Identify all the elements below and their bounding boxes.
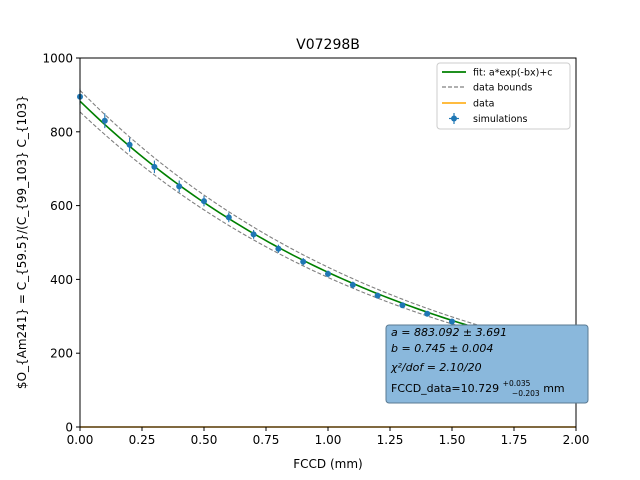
data-point	[300, 258, 307, 265]
x-tick-label: 1.75	[501, 433, 528, 447]
y-tick-label: 600	[50, 199, 73, 213]
x-axis-label: FCCD (mm)	[293, 457, 362, 471]
y-axis-ticks: 0 200 400 600 800 1000	[42, 52, 80, 435]
y-tick-label: 200	[50, 347, 73, 361]
annotation-a: a = 883.092 ± 3.691	[391, 326, 507, 339]
x-tick-label: 0.50	[191, 433, 218, 447]
data-point	[275, 245, 282, 252]
data-point	[225, 214, 232, 221]
y-tick-label: 400	[50, 273, 73, 287]
x-tick-label: 2.00	[563, 433, 590, 447]
legend-box	[436, 62, 571, 130]
lower-bound-line	[79, 111, 577, 357]
fit-annotation: a = 883.092 ± 3.691 b = 0.745 ± 0.004 χ²…	[385, 324, 589, 404]
data-point	[101, 117, 108, 124]
annotation-fccd-unit: mm	[543, 382, 564, 395]
legend-fit-label: fit: a*exp(-bx)+c	[473, 68, 553, 79]
y-tick-label: 0	[65, 421, 73, 435]
annotation-box	[385, 324, 589, 404]
legend-sim-swatch	[449, 113, 459, 124]
data-point	[126, 141, 133, 148]
x-tick-label: 1.25	[377, 433, 404, 447]
annotation-fccd-lower: −0.203	[512, 389, 540, 398]
data-point	[449, 318, 455, 325]
y-axis-label: $O_{Am241} = C_{59.5}/(C_{99_103} C_{103…	[15, 95, 29, 389]
data-point	[399, 302, 406, 309]
annotation-fccd-value: FCCD_data=10.729	[391, 382, 499, 395]
annotation-b: b = 0.745 ± 0.004	[391, 342, 493, 355]
data-point	[151, 163, 158, 170]
annotation-chi2: χ²/dof = 2.10/20	[390, 361, 482, 374]
data-point	[201, 198, 207, 205]
data-point	[424, 310, 431, 317]
x-tick-label: 0.00	[67, 433, 94, 447]
chart-title: V07298B	[296, 37, 360, 53]
legend-sim-label: simulations	[473, 114, 528, 125]
data-point	[349, 281, 356, 288]
data-point	[374, 292, 381, 299]
upper-bound-line	[79, 90, 577, 352]
x-tick-label: 1.00	[315, 433, 342, 447]
legend-bounds-label: data bounds	[473, 83, 532, 94]
annotation-fccd-upper: +0.035	[503, 379, 531, 388]
legend-data-label: data	[473, 99, 494, 110]
x-tick-label: 1.50	[439, 433, 466, 447]
x-tick-label: 0.25	[129, 433, 156, 447]
data-point	[325, 270, 331, 277]
annotation-fccd: FCCD_data=10.729 +0.035 −0.203 mm	[391, 376, 565, 399]
x-tick-label: 0.75	[253, 433, 280, 447]
data-point	[250, 231, 257, 238]
fit-line	[79, 100, 577, 355]
data-point	[176, 183, 183, 190]
legend: fit: a*exp(-bx)+c data bounds data simul…	[436, 62, 571, 130]
y-tick-label: 1000	[42, 52, 73, 66]
x-axis-ticks: 0.00 0.25 0.50 0.75 1.00 1.25 1.50 1.75 2.00	[67, 427, 590, 447]
y-tick-label: 800	[50, 125, 73, 139]
